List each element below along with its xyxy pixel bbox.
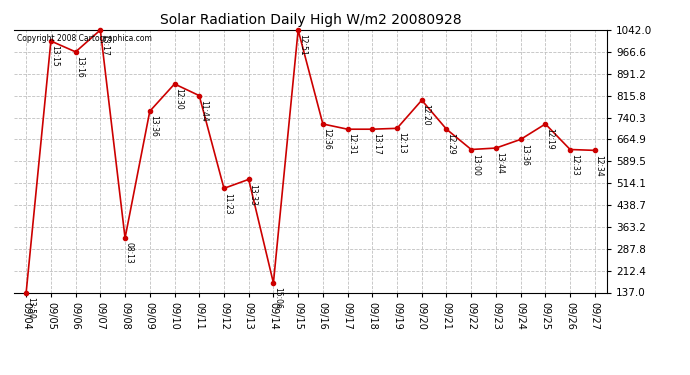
Text: 12:33: 12:33 (570, 154, 579, 176)
Text: Copyright 2008 Cartographica.com: Copyright 2008 Cartographica.com (17, 34, 152, 43)
Title: Solar Radiation Daily High W/m2 20080928: Solar Radiation Daily High W/m2 20080928 (159, 13, 462, 27)
Text: 12:36: 12:36 (322, 128, 331, 150)
Text: 12:19: 12:19 (545, 128, 554, 150)
Text: 12:13: 12:13 (397, 132, 406, 154)
Text: 13:36: 13:36 (520, 144, 529, 165)
Text: 12:20: 12:20 (422, 104, 431, 126)
Text: 13:44: 13:44 (495, 152, 504, 174)
Text: 12:34: 12:34 (595, 154, 604, 176)
Text: 13:17: 13:17 (372, 134, 381, 155)
Text: 13:15: 13:15 (50, 45, 59, 67)
Text: 08:13: 08:13 (125, 242, 134, 264)
Text: 12:31: 12:31 (347, 134, 356, 155)
Text: 12:51: 12:51 (298, 34, 307, 56)
Text: 15:06: 15:06 (273, 287, 282, 309)
Text: 13:16: 13:16 (75, 56, 84, 78)
Text: 11:44: 11:44 (199, 100, 208, 122)
Text: 11:23: 11:23 (224, 192, 233, 214)
Text: 13:17: 13:17 (100, 34, 109, 56)
Text: 12:29: 12:29 (446, 134, 455, 155)
Text: 13:50: 13:50 (26, 297, 34, 318)
Text: 13:36: 13:36 (150, 116, 159, 137)
Text: 13:00: 13:00 (471, 154, 480, 176)
Text: 12:30: 12:30 (174, 88, 183, 110)
Text: 13:33: 13:33 (248, 183, 257, 206)
